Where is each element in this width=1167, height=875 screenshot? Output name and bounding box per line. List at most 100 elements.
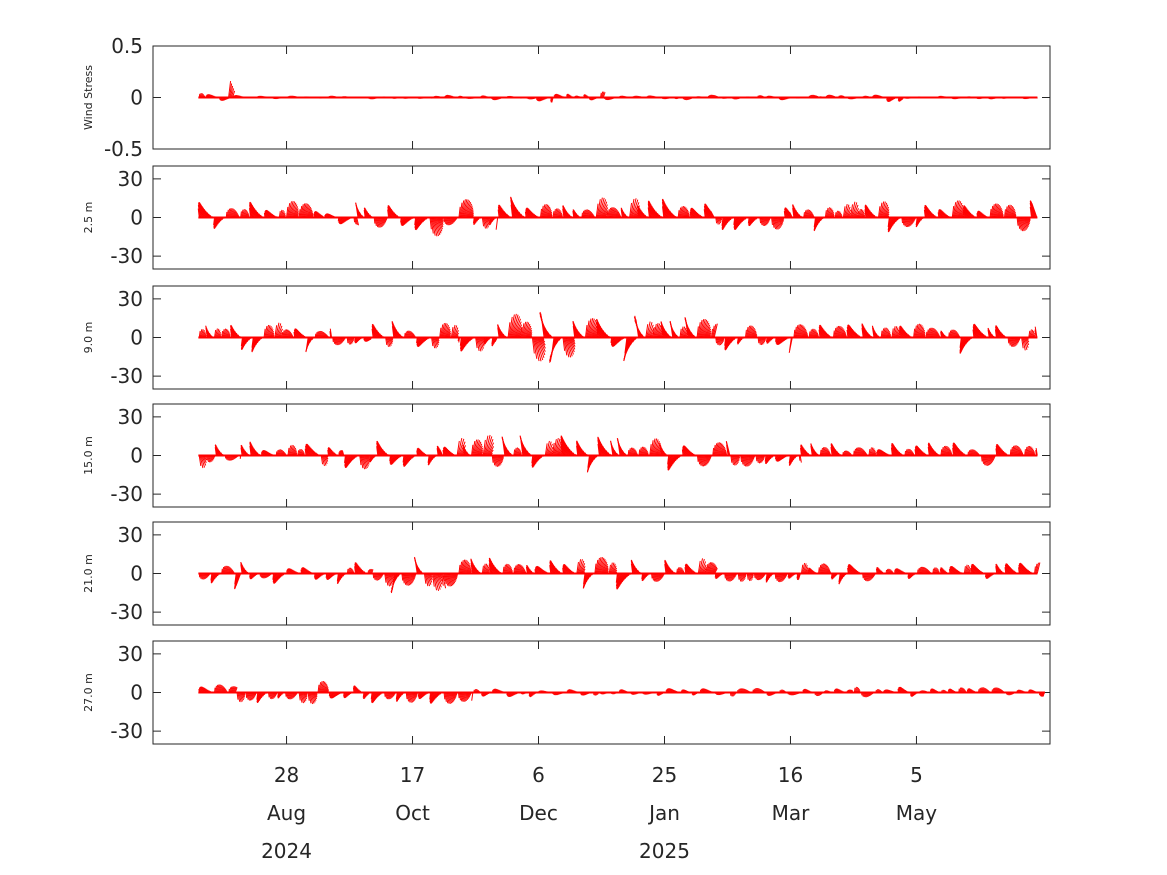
stick-vector (442, 447, 446, 456)
stick-vector (446, 94, 449, 98)
stick-vector (983, 572, 985, 574)
stick-vector (719, 573, 722, 577)
stick-vector (441, 323, 445, 338)
stick-vector (956, 202, 963, 218)
stick-vector (407, 217, 411, 222)
stick-vector (320, 214, 323, 218)
stick-vector (212, 455, 215, 459)
stick-vector (651, 205, 658, 218)
stick-vector (960, 572, 963, 574)
stick-vector (458, 337, 461, 343)
stick-vector (770, 337, 773, 341)
stick-vector (689, 450, 693, 456)
stick-vector (557, 210, 561, 218)
stick-vector (926, 329, 929, 338)
stick-vector (293, 331, 296, 338)
stick-vector (246, 213, 250, 218)
stick-vector (372, 97, 375, 100)
stick-vector (584, 94, 587, 98)
stick-vector (768, 573, 773, 579)
stick-vector (862, 573, 864, 579)
stick-vector (463, 337, 469, 348)
stick-vector (408, 573, 414, 583)
stick-vector (645, 324, 649, 338)
stick-vector (418, 217, 424, 227)
stick-vector (984, 215, 987, 218)
stick-vector (328, 447, 332, 456)
stick-vector (736, 455, 740, 460)
stick-vector (952, 330, 956, 338)
stick-vector (1031, 572, 1034, 574)
stick-vector (218, 573, 221, 575)
stick-vector (999, 568, 1003, 574)
stick-vector (333, 452, 337, 456)
stick-vector (387, 453, 389, 456)
stick-vector (669, 210, 675, 218)
stick-vector (819, 563, 823, 574)
stick-vector (248, 216, 250, 218)
stick-vector (929, 211, 934, 218)
stick-vector (282, 573, 285, 576)
stick-vector (265, 692, 268, 694)
stick-vector (855, 214, 859, 218)
stick-vector (382, 449, 387, 456)
stick-vector (223, 688, 226, 693)
stick-vector (717, 337, 720, 346)
stick-vector (231, 686, 234, 693)
stick-vector (251, 444, 257, 456)
stick-vector (536, 455, 541, 463)
stick-vector (557, 94, 560, 98)
stick-vector (444, 217, 448, 225)
stick-vector (996, 207, 1002, 218)
stick-vector (319, 573, 322, 578)
stick-vector (796, 212, 801, 218)
stick-vector (306, 208, 312, 218)
stick-vector (836, 450, 840, 456)
stick-vector (1005, 453, 1008, 456)
stick-vector (544, 97, 547, 100)
stick-vector (994, 204, 999, 218)
stick-vector (252, 573, 256, 578)
stick-vector (206, 573, 210, 577)
stick-vector (898, 568, 901, 574)
stick-vector (406, 330, 410, 338)
sticks-group (198, 680, 1045, 705)
stick-vector (746, 325, 751, 338)
stick-vector (1017, 337, 1021, 341)
stick-vector (684, 209, 689, 218)
stick-vector (447, 449, 452, 456)
stick-vector (502, 566, 505, 574)
stick-vector (715, 573, 719, 580)
stick-vector (968, 337, 972, 341)
stick-vector (443, 446, 446, 456)
stick-vector (652, 95, 654, 98)
stick-vector (512, 316, 520, 338)
stick-vector (922, 567, 926, 574)
stick-vector (451, 95, 453, 98)
stick-vector (459, 561, 463, 574)
stick-vector (711, 94, 714, 98)
stick-vector (461, 559, 466, 574)
stick-vector (624, 337, 626, 339)
stick-vector (1000, 213, 1004, 218)
stick-vector (539, 97, 542, 102)
stick-vector (544, 570, 547, 574)
stick-vector (199, 455, 204, 469)
stick-vector (267, 326, 272, 338)
stick-vector (492, 337, 496, 346)
stick-vector (383, 217, 387, 222)
stick-vector (479, 217, 481, 219)
stick-vector (466, 451, 470, 456)
stick-vector (995, 448, 998, 456)
stick-vector (775, 337, 778, 344)
stick-vector (514, 324, 523, 338)
stick-vector (750, 217, 755, 225)
stick-vector (795, 210, 800, 218)
stick-vector (462, 560, 468, 574)
stick-vector (445, 447, 450, 456)
stick-vector (318, 573, 321, 579)
stick-vector (265, 573, 268, 578)
stick-vector (730, 455, 733, 463)
stick-vector (308, 211, 313, 218)
stick-vector (970, 337, 973, 340)
